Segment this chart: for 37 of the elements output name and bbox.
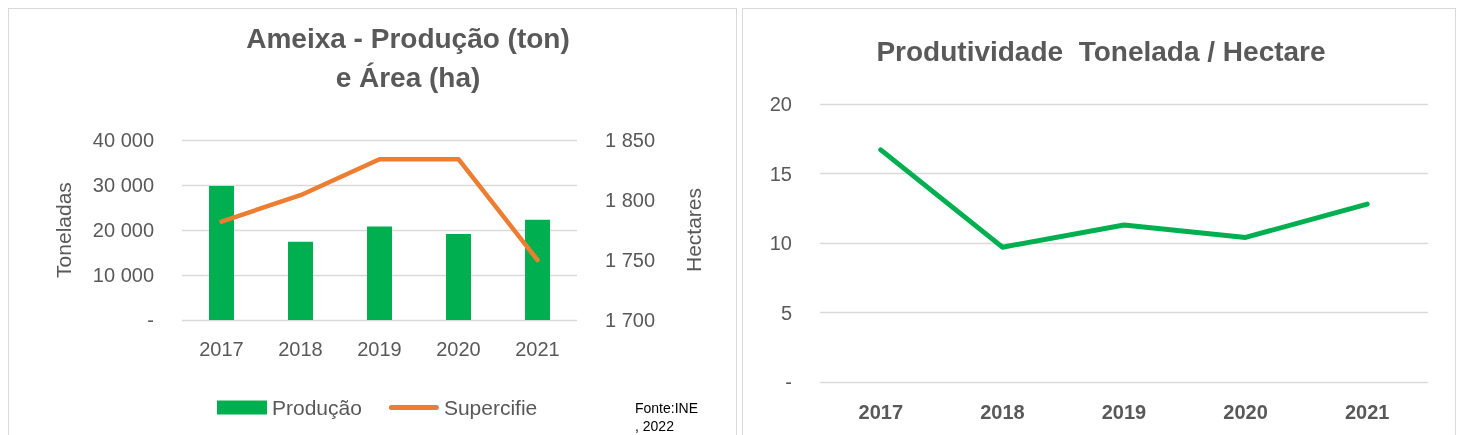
- y2-tick-label: 1 850: [605, 129, 656, 151]
- y2-tick-label: 1 800: [605, 189, 656, 211]
- x-tick-label: 2018: [980, 401, 1025, 423]
- bar: [288, 241, 313, 320]
- chart-title: Ameixa - Produção (ton) e Área (ha): [246, 23, 570, 93]
- bar: [446, 234, 471, 320]
- bar: [367, 226, 392, 320]
- y-tick-label: 30 000: [92, 174, 154, 196]
- y2-axis-title: Hectares: [682, 187, 705, 273]
- x-tick-label: 2017: [858, 401, 904, 423]
- y2-tick-label: 1 750: [605, 249, 656, 271]
- source-note: Fonte:INE , 2022: [635, 400, 699, 434]
- legend-label: Produção: [272, 396, 362, 419]
- x-tick-label: 2021: [515, 338, 560, 360]
- bar: [209, 185, 234, 320]
- line-series: [219, 156, 540, 263]
- y-tick-label: 20: [769, 93, 792, 115]
- chart-title: Produtividade Tonelada / Hectare: [876, 36, 1326, 67]
- y2-tick-label: 1 700: [605, 309, 656, 331]
- x-tick-label: 2020: [1223, 401, 1268, 423]
- y-tick-label: 5: [780, 301, 792, 324]
- y-tick-label: -: [785, 371, 792, 393]
- y-tick-label: 20 000: [92, 219, 154, 241]
- x-tick-label: 2021: [1344, 401, 1390, 423]
- y-axis-title: Toneladas: [52, 182, 75, 278]
- y-tick-label: -: [147, 309, 154, 331]
- x-tick-label: 2017: [199, 338, 244, 360]
- x-tick-label: 2019: [1101, 401, 1147, 423]
- y-tick-label: 10 000: [92, 264, 154, 286]
- x-tick-label: 2018: [278, 338, 323, 360]
- y-tick-label: 10: [769, 232, 792, 254]
- bar: [525, 219, 550, 320]
- x-tick-label: 2019: [357, 338, 402, 360]
- legend-label: Supercifie: [443, 396, 538, 419]
- x-tick-label: 2020: [436, 338, 481, 360]
- y-tick-label: 40 000: [92, 129, 154, 151]
- y-tick-label: 15: [769, 162, 792, 185]
